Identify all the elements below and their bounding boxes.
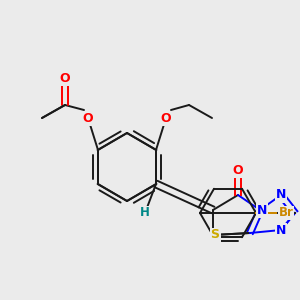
Text: N: N (257, 203, 267, 217)
Text: O: O (161, 112, 171, 124)
Text: O: O (60, 71, 70, 85)
Text: O: O (83, 112, 93, 124)
Text: H: H (140, 206, 150, 220)
Text: S: S (211, 229, 220, 242)
Text: N: N (276, 188, 286, 202)
Text: O: O (233, 164, 243, 176)
Text: N: N (276, 224, 286, 236)
Text: Br: Br (279, 206, 293, 220)
